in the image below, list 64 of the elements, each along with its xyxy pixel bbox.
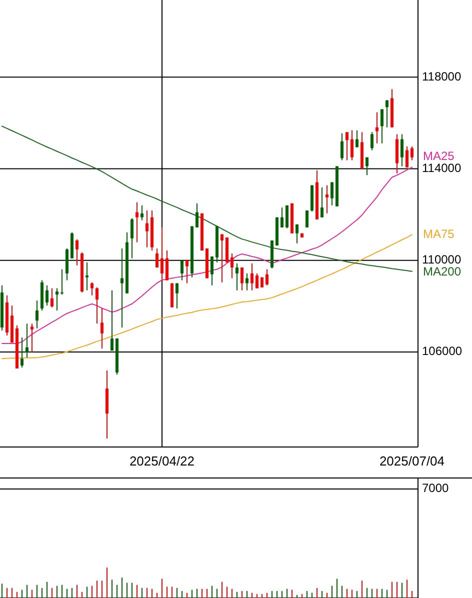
candlestick [76,238,78,266]
y-tick-label: 114000 [422,160,462,175]
candlestick [176,282,178,309]
candlestick [166,250,168,281]
candlestick [210,256,214,286]
line-series [2,166,412,344]
candlestick [26,323,28,358]
candlestick [386,100,388,128]
candlestick [110,290,114,352]
candlestick [120,248,124,328]
candlestick [240,266,244,291]
candlestick [296,224,298,244]
series-label: MA200 [423,264,462,279]
candlestick [96,286,98,324]
candlestick [330,182,334,206]
candlestick [400,134,404,167]
y-tick-label: 110000 [422,252,462,267]
line-series [2,126,412,272]
candlestick [410,146,414,161]
candlestick [280,206,284,228]
candlestick [186,260,188,284]
candlestick [36,300,38,329]
candlestick [246,272,248,291]
candlestick [346,132,348,161]
candlestick [286,204,288,229]
candlestick [136,202,138,243]
candlestick [60,268,64,295]
candlestick [236,262,238,291]
candlestick [130,218,134,259]
candlestick [320,186,324,218]
x-tick-label: 2025/04/22 [129,453,195,468]
candlestick [250,262,254,291]
candlestick [156,248,158,268]
candlestick [406,146,408,168]
candlestick [30,323,34,353]
candlestick [86,262,88,291]
candlestick [180,260,184,281]
candlestick [266,268,268,286]
y-tick-label: 118000 [422,69,462,84]
candlestick [356,130,358,148]
candlestick [56,288,58,312]
candlestick [140,204,144,221]
candlestick [256,272,258,289]
series-label: MA75 [423,226,455,241]
candlestick [100,308,104,350]
candlestick [50,288,54,308]
candlestick [46,284,48,306]
candlestick [160,226,164,281]
candlestick [146,210,148,248]
candlestick [20,337,24,368]
candlestick [340,132,344,161]
candlestick [380,108,384,144]
text: 7000 [422,481,450,496]
series-label: MA25 [423,148,455,163]
candlestick [220,234,224,283]
candlestick [90,282,94,296]
candlestick [370,132,374,151]
x-tick-label: 2025/07/04 [379,453,445,468]
candlestick [350,130,354,161]
candlestick [230,253,234,279]
candlestick [326,184,328,214]
candlestick [366,156,368,176]
y-tick-label: 106000 [422,344,462,358]
candlestick [196,202,198,228]
